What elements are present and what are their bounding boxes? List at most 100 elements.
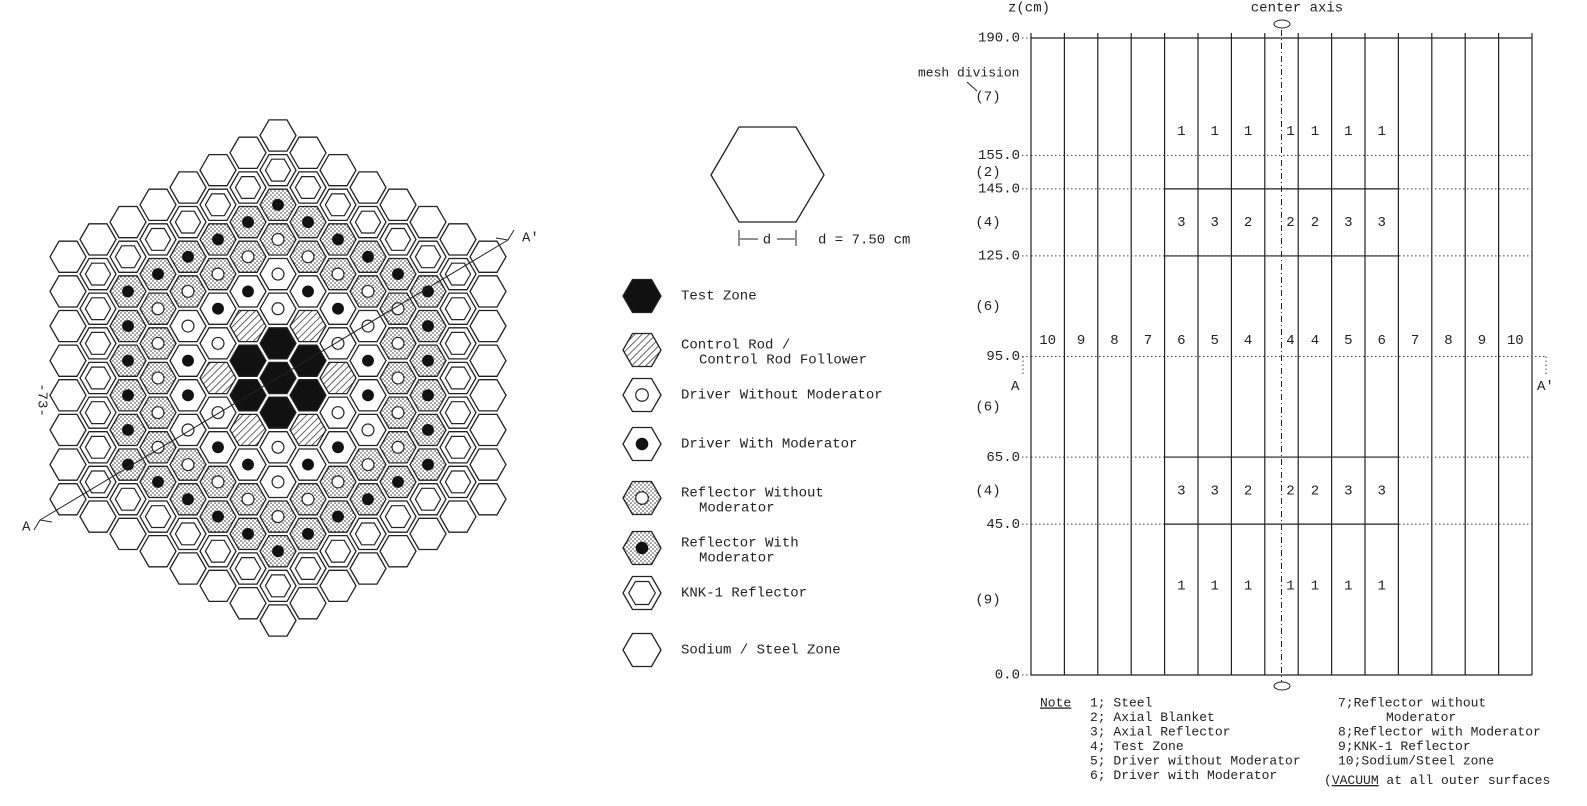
note-item: 3; Axial Reflector <box>1090 724 1230 739</box>
hex-cell <box>49 448 87 481</box>
pin-filled <box>182 250 194 263</box>
z-level-label: 125.0 <box>978 249 1020 265</box>
hex-cell <box>409 205 447 239</box>
inner-hex <box>444 470 472 494</box>
z-level-label: 0.0 <box>995 668 1020 684</box>
pin-filled <box>182 354 194 367</box>
region-number: 2 <box>1244 215 1252 231</box>
hex-cell <box>259 119 297 152</box>
hex-cell <box>49 379 87 412</box>
pin-open <box>271 510 285 524</box>
inner-hex <box>324 193 352 217</box>
column-region: 4 <box>1286 333 1294 349</box>
page-number: -73- <box>33 383 49 417</box>
column-region: 6 <box>1177 333 1185 349</box>
legend-label: KNK-1 Reflector <box>681 586 807 602</box>
region-number: 3 <box>1344 215 1352 231</box>
axis-symbol <box>1273 19 1291 29</box>
pin-filled <box>332 441 344 454</box>
hex-cell <box>289 171 327 204</box>
section-end-mark <box>495 229 515 241</box>
pin-filled <box>422 458 434 471</box>
inner-hex <box>174 210 202 234</box>
pin-open <box>181 319 195 333</box>
center-axis-label: center axis <box>1251 1 1343 17</box>
pin-open <box>181 284 195 298</box>
section-label: A' <box>522 231 539 247</box>
hex-cell <box>469 309 507 343</box>
hex-cell <box>49 275 87 308</box>
inner-hex <box>234 176 262 199</box>
pin-open <box>391 371 405 385</box>
section-label: A <box>1011 379 1020 395</box>
pin-filled <box>212 302 224 315</box>
pin-filled <box>182 389 194 402</box>
inner-hex <box>354 522 382 546</box>
pin-open <box>211 406 225 420</box>
hex-cell <box>79 465 117 499</box>
z-level-label: 65.0 <box>986 450 1020 466</box>
note-item: 8;Reflector with Moderator <box>1338 724 1541 739</box>
z-level-label: 145.0 <box>978 182 1020 198</box>
region-number: 1 <box>1244 578 1252 594</box>
column-region: 9 <box>1478 333 1486 349</box>
pin-open <box>331 475 345 489</box>
pin-filled <box>332 233 344 246</box>
inner-hex <box>84 470 112 494</box>
region-number: 3 <box>1344 483 1352 499</box>
legend-label: Driver Without Moderator <box>681 388 883 404</box>
legend-label: Moderator <box>699 501 775 517</box>
inner-hex <box>84 435 112 459</box>
pin-open <box>151 371 165 385</box>
hex-cell <box>349 517 387 551</box>
z-level-label: 95.0 <box>986 349 1020 365</box>
hex-cell <box>469 483 507 516</box>
note-item: Moderator <box>1386 710 1456 725</box>
inner-hex <box>444 435 472 459</box>
section-line <box>39 239 509 521</box>
hex-cell <box>109 240 147 273</box>
region-number: 3 <box>1377 483 1385 499</box>
region-number: 1 <box>1244 124 1252 140</box>
legend-label: Reflector With <box>681 536 799 552</box>
pin-open <box>301 492 315 506</box>
hex-cell <box>259 396 297 429</box>
pin-filled <box>212 233 224 246</box>
region-number: 1 <box>1311 124 1319 140</box>
pin-open <box>361 423 375 437</box>
hex-cell <box>349 552 387 585</box>
pin-open <box>331 406 345 420</box>
hex-cell <box>229 171 267 204</box>
hex-cell <box>79 257 117 291</box>
column-region: 7 <box>1144 333 1152 349</box>
hex-cell <box>319 188 357 222</box>
column-region: 9 <box>1077 333 1085 349</box>
hex-cell <box>199 569 237 603</box>
mesh-division: (4) <box>975 483 1000 499</box>
pin-filled <box>302 527 314 540</box>
inner-hex <box>204 539 232 563</box>
pin-filled <box>422 285 434 298</box>
pin-filled <box>362 250 374 263</box>
region-number: 1 <box>1311 578 1319 594</box>
region-number: 2 <box>1311 215 1319 231</box>
note-item: 5; Driver without Moderator <box>1090 753 1301 768</box>
hex-cell <box>319 361 357 395</box>
region-number: 1 <box>1177 124 1185 140</box>
inner-hex <box>84 331 112 355</box>
pin-filled <box>152 268 164 281</box>
hex-cell <box>379 223 417 256</box>
inner-hex <box>204 193 232 217</box>
note-item: 9;KNK-1 Reflector <box>1338 739 1471 754</box>
hex-cell <box>199 153 237 187</box>
hex-cell <box>409 240 447 273</box>
inner-hex <box>444 401 472 425</box>
pin-filled <box>272 198 284 211</box>
hex-cell <box>289 413 327 447</box>
pin-open <box>151 406 165 420</box>
hex-cell <box>139 223 177 256</box>
pin-open <box>211 267 225 281</box>
inner-hex <box>294 176 322 199</box>
pin-open <box>151 440 165 454</box>
region-number: 1 <box>1286 124 1294 140</box>
